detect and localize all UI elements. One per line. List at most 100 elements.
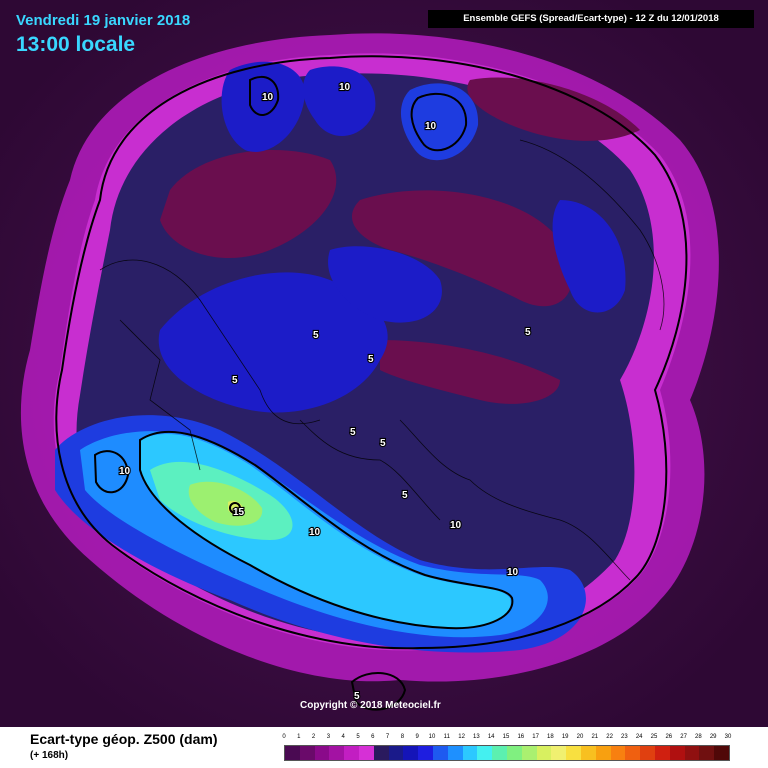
scale-swatch [536,746,552,760]
model-info-box: Ensemble GEFS (Spread/Ecart-type) - 12 Z… [428,10,754,28]
scale-tick-label: 8 [400,734,405,740]
scale-swatch [418,746,433,760]
scale-tick-label: 20 [576,734,584,740]
contour-label: 10 [339,82,351,93]
contour-label: 5 [354,691,360,702]
contour-label: 15 [233,507,245,518]
contour-label: 10 [309,527,321,538]
scale-tick-label: 24 [635,734,643,740]
spread-map: 10 10 10 10 5 5 5 5 5 5 5 10 15 10 10 5 [0,0,768,727]
scale-tick-label: 13 [473,734,480,740]
scale-tick-label: 1 [297,734,301,740]
legend-title: Ecart-type géop. Z500 (dam) [30,731,218,747]
scale-swatch [462,746,478,760]
contour-label: 5 [232,375,238,386]
scale-tick-label: 5 [356,734,360,740]
legend-subtitle: (+ 168h) [30,750,69,761]
scale-tick-label: 18 [547,734,554,740]
scale-tick-label: 16 [517,734,525,740]
contour-lines [55,55,688,711]
contour-label: 10 [507,567,519,578]
scale-swatch [654,746,670,760]
scale-swatch [551,746,567,760]
scale-swatch [344,746,359,760]
scale-tick-label: 29 [709,734,717,740]
forecast-date: Vendredi 19 janvier 2018 [16,12,191,29]
scale-tick-label: 10 [428,734,436,740]
scale-swatch [714,746,729,760]
contour-label: 5 [368,354,374,365]
scale-tick-label: 23 [621,734,628,740]
field-blue-topmid [303,66,376,137]
scale-swatch [521,746,537,760]
scale-swatch [299,746,315,760]
scale-swatch [684,746,700,760]
scale-tick-label: 19 [561,734,569,740]
scale-swatch [625,746,641,760]
field-maroon-pacific [160,150,337,259]
contour-label-group: 10 10 10 10 5 5 5 5 5 5 5 10 15 10 10 5 [118,81,532,703]
scale-swatch [403,746,419,760]
scale-tick-label: 17 [532,734,539,740]
scale-tick-label: 28 [695,734,702,740]
scale-swatch [432,746,448,760]
scale-swatch [388,746,404,760]
contour-label: 10 [450,520,462,531]
contour-label: 5 [313,330,319,341]
scale-tick-label: 6 [371,734,375,740]
scale-tick-label: 22 [606,734,613,740]
color-scale-bar [284,745,730,761]
scale-tick-label: 4 [341,734,345,740]
scale-tick-label: 14 [487,734,495,740]
color-scale-ticks: 0 1 2 3 4 5 6 7 8 9 10 11 12 13 14 15 16 17 18 19 20 21 22 23 24… [282,734,744,742]
field-maroon-asia [351,190,573,307]
contour-label: 10 [425,121,437,132]
scale-tick-label: 3 [326,734,331,740]
copyright-text: Copyright © 2018 Meteociel.fr [300,700,441,711]
field-maroon-top [467,77,640,141]
scale-swatch [285,746,300,760]
scale-swatch [640,746,655,760]
scale-tick-label: 25 [650,734,658,740]
contour-label: 10 [119,466,131,477]
scale-tick-label: 26 [665,734,673,740]
scale-tick-label: 0 [282,734,286,740]
scale-swatch [447,746,463,760]
field-blue-east [552,200,626,313]
scale-swatch [477,746,493,760]
coastlines [99,139,665,581]
field-band-green [188,481,263,526]
scale-swatch [329,746,345,760]
scale-swatch [595,746,611,760]
scale-swatch [610,746,626,760]
scale-swatch [373,746,389,760]
scale-swatch [314,746,330,760]
scale-tick-label: 9 [415,734,419,740]
scale-tick-label: 21 [591,734,599,740]
field-maroon-siberia [380,340,560,404]
scale-swatch [492,746,507,760]
scale-tick-label: 7 [385,734,390,740]
contour-label: 5 [350,427,356,438]
scale-swatch [580,746,596,760]
scale-swatch [669,746,685,760]
field-blue-north [328,246,442,323]
scale-tick-label: 11 [443,734,450,740]
field-blue-arctic [158,272,388,413]
field-blue-topleft [221,61,305,152]
forecast-time: 13:00 locale [16,33,136,56]
contour-label: 5 [525,327,531,338]
scale-tick-label: 30 [724,734,732,740]
scale-tick-label: 12 [458,734,465,740]
scale-tick-label: 2 [311,734,316,740]
scale-tick-label: 15 [502,734,510,740]
scale-swatch [699,746,715,760]
scale-swatch [358,746,374,760]
scale-swatch [566,746,581,760]
scale-tick-label: 27 [680,734,687,740]
scale-swatch [506,746,522,760]
contour-label: 5 [380,438,386,449]
contour-label: 10 [262,92,274,103]
contour-label: 5 [402,490,408,501]
